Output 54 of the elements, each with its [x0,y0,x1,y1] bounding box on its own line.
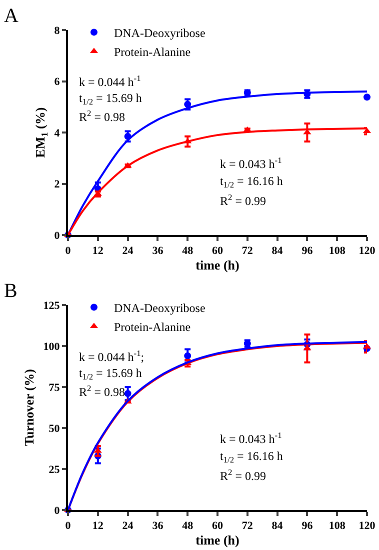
x-tick-label: 24 [122,245,134,258]
annotation: t$_{1/2}$ = 15.69 h [79,91,142,107]
x-tick-label: 48 [182,245,194,258]
y-tick-label: 2 [54,178,60,191]
text: A [4,5,19,27]
annotation: R$^{2}$ = 0.98 [79,109,125,124]
annotation: t$_{1/2}$ = 16.16 h [220,174,283,190]
x-tick-label: 72 [242,245,254,258]
x-tick-label: 60 [212,520,224,532]
legend-label: Protein-Alanine [114,320,191,334]
x-tick-label: 24 [122,520,134,532]
x-tick-label: 60 [212,245,224,258]
text: B [4,280,18,302]
x-tick-label: 0 [65,520,72,532]
y-axis-title: Turnover (%) [22,369,37,446]
x-tick-label: 120 [358,245,376,258]
x-axis-title: time (h) [196,257,240,272]
annotation: k = 0.043 h$^{-1}$ [220,156,282,172]
x-tick-label: 96 [302,245,314,258]
legend-label: DNA-Deoxyribose [114,26,206,40]
x-tick-label: 120 [358,520,376,532]
annotation: t$_{1/2}$ = 16.16 h [220,449,283,465]
annotation: R$^{2}$ = 0.99 [220,193,266,208]
y-tick-label: 75 [48,382,60,394]
x-tick-label: 96 [302,520,314,532]
x-tick-label: 12 [92,245,104,258]
x-tick-label: 48 [182,520,194,532]
y-tick-label: 0 [54,504,60,517]
annotation: k = 0.043 h$^{-1}$ [220,431,282,446]
y-tick-label: 4 [54,127,60,140]
x-tick-label: 36 [152,520,164,532]
annotation: R$^{2}$ = 0.98 [79,384,125,400]
y-tick-label: 0 [54,230,60,242]
y-tick-label: 50 [48,422,60,435]
x-tick-label: 84 [272,520,284,532]
annotation: k = 0.044 h$^{-1}$ [79,74,141,90]
x-tick-label: 108 [328,520,346,532]
y-tick-label: 25 [48,464,60,476]
x-tick-label: 84 [272,245,284,258]
legend-label: DNA-Deoxyribose [114,300,206,315]
x-axis-title: time (h) [196,532,240,548]
x-tick-label: 12 [92,520,104,532]
x-tick-label: 36 [152,245,164,258]
x-tick-label: 0 [65,245,72,258]
x-tick-label: 108 [328,245,346,258]
legend-label: Protein-Alanine [114,44,191,59]
y-tick-label: 6 [54,76,60,88]
y-tick-label: 125 [43,300,60,312]
annotation: t$_{1/2}$ = 15.69 h [79,366,142,382]
annotation: R$^{2}$ = 0.99 [220,468,266,484]
y-tick-label: 100 [43,340,60,353]
annotation: k = 0.044 h$^{-1}$; [79,349,144,364]
x-tick-label: 72 [242,520,254,532]
y-tick-label: 8 [54,24,60,37]
